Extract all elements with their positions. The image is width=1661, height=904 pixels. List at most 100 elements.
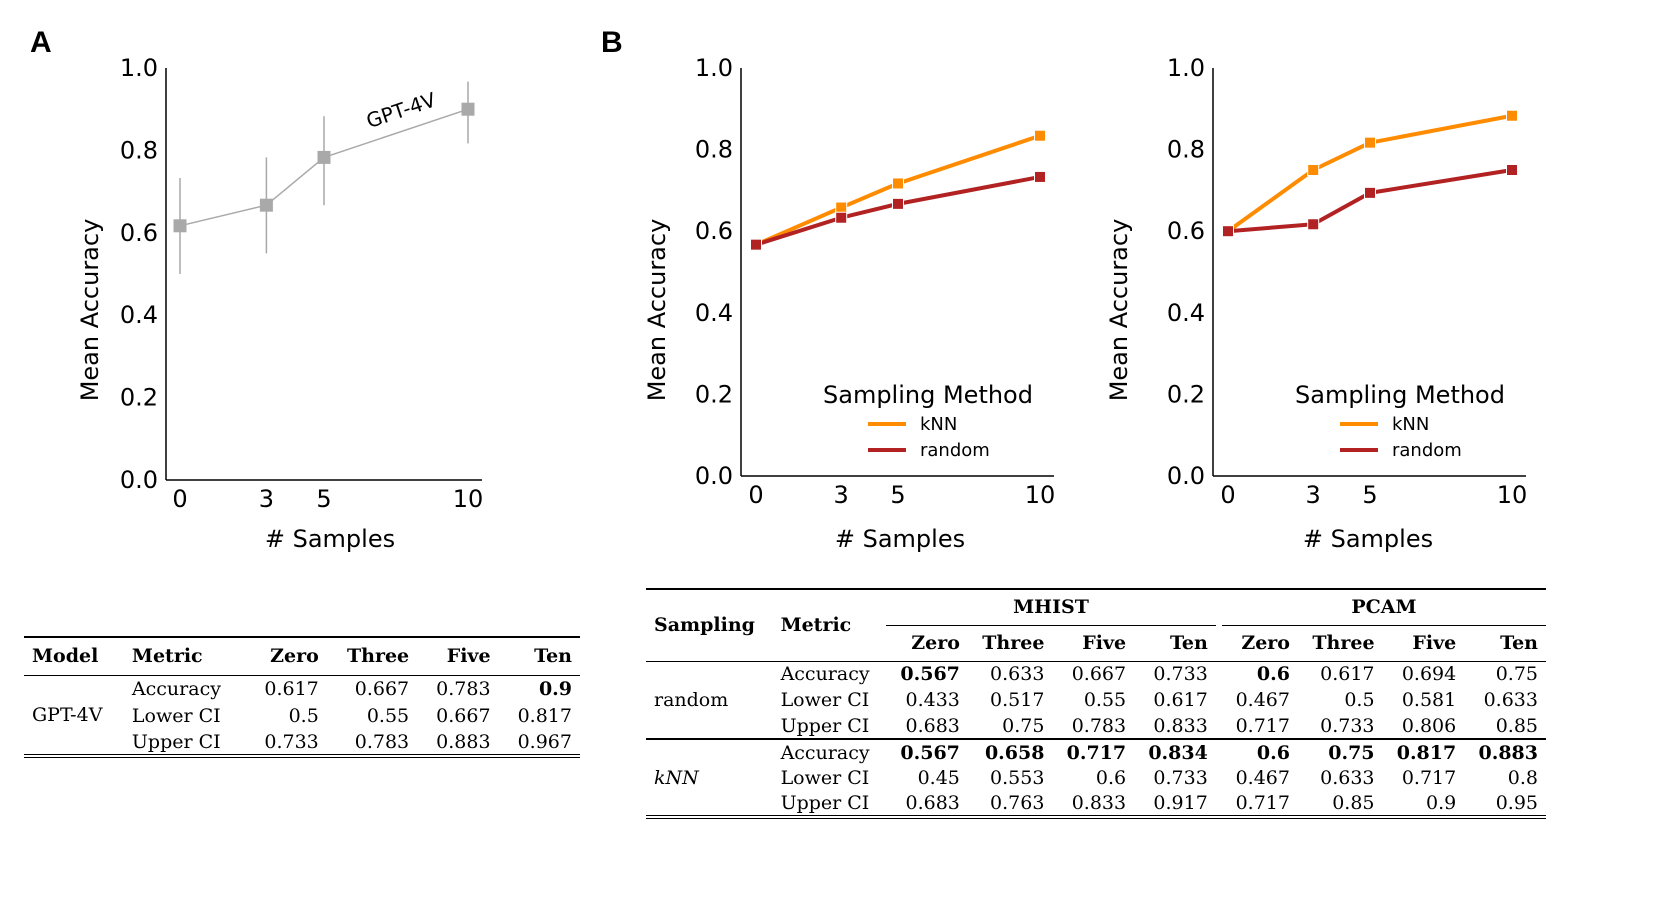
y-axis-label: Mean Accuracy [76, 219, 104, 402]
x-tick-label: 0 [172, 485, 187, 513]
value-cell: 0.683 [905, 792, 960, 814]
y-tick-label: 0.8 [1167, 136, 1205, 164]
y-tick-label: 1.0 [1167, 54, 1205, 82]
value-cell: 0.433 [905, 689, 960, 711]
series-line-knn [1226, 113, 1513, 233]
value-cell: 0.75 [1002, 714, 1045, 737]
table-row: GPT-4V Accuracy 0.617 0.667 0.783 0.9 [24, 675, 580, 726]
table-row: kNN Accuracy 0.567 0.658 0.717 0.834 0.6 0.75 0.… [646, 739, 1546, 789]
table-sampling-results: Sampling Metric MHIST PCAM Zero Three Five… [646, 588, 1546, 819]
value-cell: 0.733 [1153, 767, 1208, 789]
value-cell: 0.6 [1256, 741, 1290, 764]
table-row: Lower CI 0.5 0.55 0.667 0.817 [24, 702, 580, 729]
legend-label: kNN [1392, 414, 1429, 435]
value-cell: 0.883 [436, 730, 491, 753]
value-cell: 0.834 [1148, 741, 1208, 764]
col-header-metric: Metric [131, 645, 203, 668]
y-tick-label: 1.0 [695, 54, 733, 82]
value-cell: 0.553 [990, 767, 1045, 789]
table-row: Lower CI 0.45 0.553 0.6 0.733 0.467 0.633 0.717… [646, 765, 1546, 791]
data-point [1034, 170, 1046, 183]
table-gpt4v-results: Model Metric Zero Three Five Ten GPT-4V A… [24, 636, 580, 758]
series-line-random [755, 174, 1041, 247]
value-cell: 0.833 [1071, 792, 1127, 814]
value-cell: 0.783 [354, 730, 410, 753]
col-header-five: Five [446, 645, 491, 668]
series-line-gpt-4v [179, 108, 469, 227]
value-cell: 0.55 [1083, 689, 1127, 711]
col-header-three: Three [347, 645, 410, 668]
metric-cell: Upper CI [780, 792, 870, 814]
value-cell: 0.733 [1153, 663, 1208, 686]
value-cell: 0.817 [517, 704, 572, 727]
value-cell: 0.617 [1153, 689, 1208, 711]
value-cell: 0.717 [1066, 741, 1127, 764]
metric-cell: Lower CI [780, 767, 870, 789]
value-cell: 0.783 [436, 677, 491, 700]
y-tick-label: 0.2 [1167, 380, 1205, 408]
metric-cell: Lower CI [780, 689, 870, 711]
value-cell: 0.9 [538, 677, 572, 700]
y-tick-label: 0.6 [1167, 217, 1205, 245]
value-cell: 0.567 [900, 663, 960, 686]
table-row: Upper CI 0.683 0.763 0.833 0.917 0.717 0.85 0.9… [646, 791, 1546, 817]
value-cell: 0.85 [1495, 714, 1538, 737]
data-point [173, 219, 187, 233]
value-cell: 0.917 [1153, 792, 1208, 814]
data-point [317, 150, 331, 164]
col-subheader: Five [1082, 632, 1127, 654]
value-cell: 0.658 [984, 741, 1045, 764]
data-point [1506, 164, 1518, 176]
value-cell: 0.633 [1483, 689, 1538, 711]
panel-label-b: B [601, 26, 623, 59]
table-row: Upper CI 0.683 0.75 0.783 0.833 0.717 0.733 0.8… [646, 713, 1546, 739]
value-cell: 0.5 [1344, 689, 1375, 711]
value-cell: 0.467 [1235, 767, 1290, 789]
table-row: Lower CI 0.433 0.517 0.55 0.617 0.467 0.5 0.581… [646, 687, 1546, 713]
value-cell: 0.833 [1153, 714, 1208, 737]
value-cell: 0.75 [1328, 741, 1375, 764]
x-tick-label: 3 [259, 485, 274, 513]
legend-title: Sampling Method [1295, 381, 1505, 409]
col-header-ten: Ten [534, 645, 572, 668]
group-header-mhist: MHIST [886, 589, 1216, 626]
col-subheader: Five [1412, 632, 1457, 654]
legend-label: random [920, 440, 990, 461]
value-cell: 0.6 [1095, 767, 1127, 789]
value-cell: 0.667 [354, 677, 410, 700]
y-tick-label: 0.4 [695, 299, 733, 327]
metric-cell: Accuracy [780, 663, 870, 686]
value-cell: 0.617 [264, 677, 319, 700]
value-cell: 0.581 [1401, 689, 1457, 711]
value-cell: 0.567 [900, 741, 960, 764]
data-point [835, 211, 848, 224]
data-point [1307, 164, 1320, 176]
y-tick-label: 0.6 [120, 219, 158, 247]
data-point [1506, 109, 1518, 122]
value-cell: 0.9 [1426, 792, 1457, 814]
value-cell: 0.806 [1401, 714, 1457, 737]
value-cell: 0.517 [990, 689, 1045, 711]
data-point [1307, 218, 1320, 231]
y-tick-label: 0.2 [120, 384, 158, 412]
data-point [461, 102, 475, 116]
sampling-method-cell: random [654, 688, 729, 711]
data-point [892, 177, 904, 190]
data-point [1222, 225, 1234, 238]
value-cell: 0.667 [1071, 663, 1127, 686]
value-cell: 0.717 [1401, 767, 1457, 789]
metric-cell: Lower CI [131, 704, 221, 727]
series-line-knn [755, 133, 1041, 247]
value-cell: 0.733 [264, 730, 319, 753]
value-cell: 0.717 [1235, 792, 1290, 814]
value-cell: 0.75 [1495, 663, 1538, 686]
y-axis-label: Mean Accuracy [1105, 219, 1133, 402]
col-header-metric: Metric [780, 614, 852, 637]
x-tick-label: 5 [890, 481, 905, 509]
x-tick-label: 10 [1497, 481, 1528, 509]
series-line-random [1227, 168, 1513, 234]
data-point [259, 198, 273, 212]
value-cell: 0.633 [1320, 767, 1375, 789]
y-tick-label: 0.6 [695, 217, 733, 245]
legend-label: random [1392, 440, 1462, 461]
